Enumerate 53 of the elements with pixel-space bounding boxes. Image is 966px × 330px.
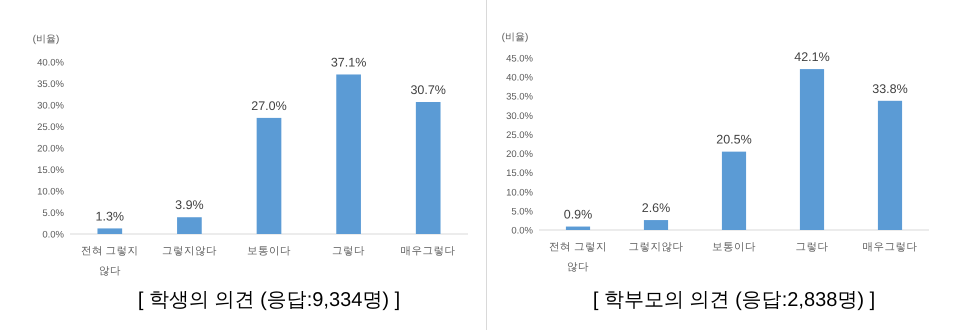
text: [ 학부모의 의견 (응답:2,838명) ] (592, 289, 876, 311)
data-label: 27.0% (251, 98, 287, 113)
data-label: 1.3% (96, 209, 124, 224)
bar (566, 226, 590, 230)
x-tick-label: 그렇다 (796, 241, 828, 253)
bar (722, 152, 746, 230)
x-tick-label: 전혀 그렇지 않다 (80, 245, 139, 277)
y-tick-label: 30.0% (506, 110, 534, 122)
x-tick-label: 그렇지않다 (628, 241, 684, 253)
bar (800, 69, 824, 230)
bar (644, 220, 668, 230)
data-label: 30.7% (410, 82, 446, 97)
bar (97, 228, 122, 234)
bar (336, 74, 361, 234)
x-tick-label: 보통이다 (247, 245, 291, 257)
y-tick-label: 0.0% (42, 230, 65, 240)
y-axis-title: (비율) (502, 32, 528, 43)
bar (878, 100, 902, 230)
data-label: 2.6% (642, 201, 670, 216)
x-tick-label: 그렇다 (332, 245, 366, 257)
y-tick-label: 5.0% (42, 208, 65, 219)
x-tick-label: 그렇지않다 (162, 245, 217, 257)
data-label: 20.5% (716, 132, 752, 147)
y-axis-title: (비율) (32, 34, 60, 45)
data-label: 0.9% (564, 208, 592, 222)
data-label: 3.9% (175, 198, 204, 212)
y-tick-label: 30.0% (37, 100, 65, 112)
x-tick-label: 매우그렇다 (400, 245, 456, 257)
y-tick-label: 40.0% (506, 72, 534, 84)
y-tick-label: 40.0% (37, 58, 65, 68)
bar (177, 217, 202, 234)
y-tick-label: 15.0% (506, 168, 534, 180)
y-tick-label: 20.0% (37, 144, 65, 154)
data-label: 33.8% (872, 82, 908, 96)
y-tick-label: 25.0% (506, 130, 534, 141)
y-tick-label: 10.0% (37, 186, 65, 198)
y-tick-label: 35.0% (506, 92, 534, 103)
data-label: 37.1% (330, 55, 366, 70)
y-tick-label: 10.0% (506, 187, 534, 198)
x-tick-label: 매우그렇다 (862, 241, 918, 253)
y-tick-label: 20.0% (506, 149, 534, 160)
x-tick-label: 보통이다 (712, 241, 756, 253)
x-tick-label: 전혀 그렇지 않다 (549, 241, 607, 273)
y-tick-label: 25.0% (37, 122, 65, 133)
y-tick-label: 5.0% (511, 206, 534, 218)
y-tick-label: 0.0% (511, 226, 534, 236)
data-label: 42.1% (794, 50, 830, 64)
text: [ 학생의 의견 (응답:9,334명) ] (138, 289, 400, 311)
bar (256, 118, 282, 234)
y-tick-label: 45.0% (506, 54, 534, 64)
bar (416, 102, 441, 234)
y-tick-label: 35.0% (37, 79, 65, 90)
y-tick-label: 15.0% (37, 165, 65, 176)
